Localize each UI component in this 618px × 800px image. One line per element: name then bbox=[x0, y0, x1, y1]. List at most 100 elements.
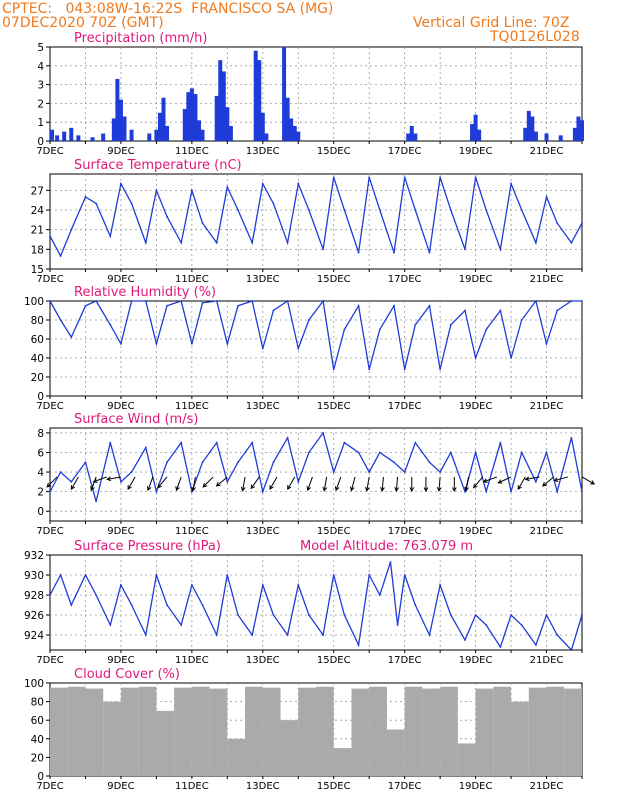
x-tick-label: 19DEC bbox=[459, 401, 493, 412]
run-datetime: 07DEC2020 70Z (GMT) bbox=[2, 15, 164, 31]
data-point bbox=[226, 574, 229, 576]
precip-bar bbox=[409, 125, 414, 141]
precip-bar bbox=[257, 60, 262, 141]
x-tick-label: 7DEC bbox=[36, 146, 63, 157]
wind-arrowhead bbox=[524, 476, 530, 482]
data-point bbox=[120, 182, 122, 185]
cloud-bar bbox=[386, 729, 405, 776]
wind-arrow bbox=[366, 476, 370, 491]
wind-arrowhead bbox=[92, 478, 98, 483]
data-point bbox=[414, 323, 417, 326]
data-point bbox=[144, 446, 147, 449]
precip-bar bbox=[214, 95, 219, 141]
data-point bbox=[70, 228, 73, 231]
data-point bbox=[556, 222, 559, 225]
x-tick-label: 17DEC bbox=[388, 274, 422, 285]
data-point bbox=[464, 490, 466, 493]
data-point bbox=[545, 342, 548, 345]
wind-arrowhead bbox=[380, 487, 385, 492]
wind-arrow bbox=[287, 476, 296, 490]
precip-bar bbox=[413, 133, 418, 141]
data-point bbox=[428, 634, 431, 636]
panel-title: Precipitation (mm/h) bbox=[74, 31, 207, 46]
data-point bbox=[226, 342, 229, 345]
precip-bar bbox=[62, 131, 67, 141]
wind-arrowhead bbox=[127, 485, 132, 490]
data-point bbox=[109, 323, 112, 326]
x-tick-label: 13DEC bbox=[246, 526, 280, 537]
y-tick-label: 3 bbox=[37, 80, 44, 92]
precip-bar bbox=[285, 97, 290, 141]
data-point bbox=[464, 639, 466, 641]
wind-arrowhead bbox=[436, 487, 442, 492]
data-point bbox=[130, 202, 133, 205]
data-point bbox=[368, 471, 371, 473]
data-point bbox=[237, 209, 239, 211]
data-point bbox=[545, 614, 548, 616]
data-point bbox=[322, 300, 324, 302]
precip-bar bbox=[544, 133, 549, 141]
data-point bbox=[368, 574, 371, 576]
wind-arrow bbox=[269, 476, 278, 490]
data-point bbox=[308, 209, 310, 211]
y-tick-label: 8 bbox=[37, 428, 44, 440]
panel-subtitle: Model Altitude: 763.079 m bbox=[300, 539, 473, 554]
data-point bbox=[166, 604, 168, 606]
data-point bbox=[570, 300, 573, 302]
data-point bbox=[343, 328, 346, 331]
data-point bbox=[368, 176, 371, 179]
x-tick-label: 15DEC bbox=[317, 655, 351, 666]
data-point bbox=[428, 304, 431, 307]
wind-arrow bbox=[554, 476, 568, 482]
cloud-bar bbox=[67, 686, 86, 776]
data-point bbox=[545, 196, 548, 198]
data-point bbox=[322, 634, 324, 636]
data-point bbox=[439, 176, 442, 179]
x-tick-label: 21DEC bbox=[530, 781, 564, 792]
model-id: TQ0126L028 bbox=[490, 29, 580, 45]
data-point bbox=[297, 480, 300, 483]
precip-bar bbox=[470, 124, 475, 141]
data-point bbox=[272, 614, 275, 616]
x-tick-label: 17DEC bbox=[388, 401, 422, 412]
data-point bbox=[49, 300, 51, 302]
data-point bbox=[166, 304, 168, 307]
wind-arrowhead bbox=[423, 487, 429, 492]
wind-arrow bbox=[147, 476, 154, 491]
wind-arrowhead bbox=[202, 482, 208, 488]
wind-arrowhead bbox=[517, 485, 522, 490]
wind-arrowhead bbox=[334, 486, 340, 492]
series-line bbox=[49, 299, 582, 370]
wind-arrow bbox=[323, 476, 328, 491]
precip-bar bbox=[558, 135, 563, 141]
wind-arrow bbox=[381, 476, 384, 491]
data-point bbox=[485, 328, 488, 331]
precip-bar bbox=[129, 129, 134, 141]
data-point bbox=[439, 368, 442, 371]
x-tick-label: 19DEC bbox=[459, 781, 493, 792]
data-point bbox=[510, 357, 512, 359]
x-tick-label: 17DEC bbox=[388, 781, 422, 792]
wind-arrowhead bbox=[215, 482, 221, 487]
data-point bbox=[570, 241, 573, 244]
precip-bar bbox=[572, 127, 577, 141]
precip-bar bbox=[165, 125, 170, 141]
data-point bbox=[428, 251, 431, 254]
precip-bar bbox=[196, 120, 201, 141]
data-point bbox=[510, 490, 512, 493]
x-tick-label: 11DEC bbox=[175, 401, 209, 412]
x-tick-label: 21DEC bbox=[530, 146, 564, 157]
precip-bar bbox=[90, 137, 95, 141]
y-tick-label: 60 bbox=[31, 334, 44, 346]
data-point bbox=[84, 574, 87, 576]
data-point bbox=[439, 471, 442, 473]
x-tick-label: 19DEC bbox=[459, 146, 493, 157]
precip-bar bbox=[157, 112, 162, 141]
data-point bbox=[393, 461, 395, 464]
panel-title: Surface Pressure (hPa) bbox=[74, 539, 221, 554]
panel-3: 0 2 4 6 8 7DEC 9DEC 11DEC 13DEC 15DEC 17DEC 19DEC 21… bbox=[36, 412, 596, 537]
wind-arrow bbox=[465, 476, 469, 491]
panel-frame bbox=[49, 173, 583, 270]
panel-title: Surface Temperature (nC) bbox=[74, 158, 242, 173]
wind-arrow bbox=[438, 476, 441, 491]
